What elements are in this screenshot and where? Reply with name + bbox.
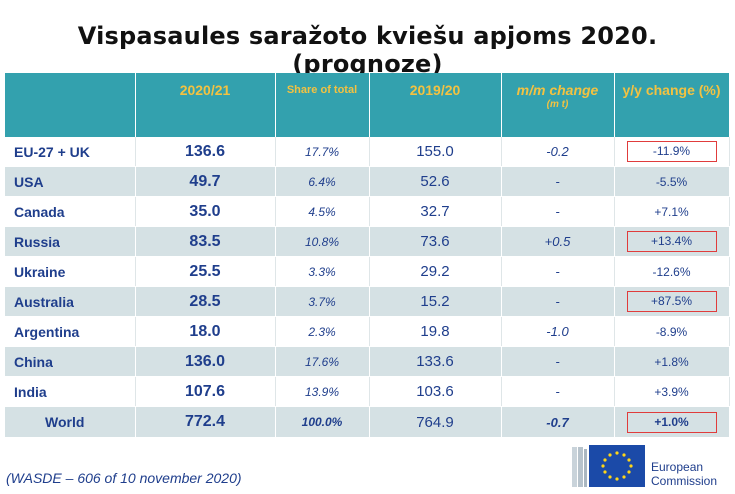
header-mm-change-label: m/m change	[516, 82, 599, 98]
logo-text-line1: European	[651, 460, 704, 474]
header-2020-21: 2020/21	[135, 73, 276, 137]
cell-production-2019-20: 764.9	[369, 406, 502, 438]
cell-yy-change: +7.1%	[614, 196, 730, 227]
header-yy-change: y/y change (%)	[614, 73, 730, 137]
table-row: China 136.0 17.6% 133.6- +1.8%	[5, 346, 730, 377]
logo-text: European Commission	[651, 460, 717, 488]
cell-share-of-total: 3.3%	[275, 256, 370, 287]
cell-production-2019-20: 133.6	[369, 346, 502, 377]
european-commission-logo: European Commission	[571, 443, 735, 489]
page-title: Vispasaules saražoto kviešu apjoms 2020.…	[77, 22, 658, 78]
table-row: Ukraine 25.5 3.3% 29.2- -12.6%	[5, 256, 730, 287]
table-header-row: 2020/21 Share of total 2019/20 m/m chang…	[5, 73, 730, 137]
cell-yy-change: -5.5%	[614, 166, 730, 197]
table-row: India 107.6 13.9% 103.6- +3.9%	[5, 376, 730, 407]
cell-country: EU-27 + UK	[5, 137, 136, 167]
cell-mm-change: -0.7	[501, 406, 615, 438]
yy-value: +1.8%	[654, 354, 689, 369]
header-mm-change: m/m change (m t)	[501, 73, 615, 137]
wheat-production-table: 2020/21 Share of total 2019/20 m/m chang…	[5, 73, 730, 438]
cell-yy-change: +87.5%	[614, 286, 730, 317]
cell-yy-change: -11.9%	[614, 137, 730, 167]
yy-value: -8.9%	[655, 324, 688, 339]
cell-yy-change: +13.4%	[614, 226, 730, 257]
cell-production-2020-21: 49.7	[135, 166, 276, 197]
cell-country: Australia	[5, 286, 136, 317]
cell-mm-change: -1.0	[501, 316, 615, 347]
source-footnote: (WASDE – 606 of 10 november 2020)	[6, 470, 242, 486]
highlighted-yy-value: +87.5%	[626, 291, 717, 312]
yy-value: -12.6%	[652, 264, 691, 279]
table-row: Australia 28.5 3.7% 15.2- +87.5%	[5, 286, 730, 317]
cell-production-2020-21: 18.0	[135, 316, 276, 347]
yy-value: -5.5%	[655, 174, 688, 189]
yy-value: +7.1%	[654, 204, 689, 219]
cell-mm-change: -	[501, 256, 615, 287]
cell-mm-change: -	[501, 346, 615, 377]
cell-yy-change: -12.6%	[614, 256, 730, 287]
header-country	[5, 73, 136, 137]
header-share-of-total: Share of total	[275, 73, 370, 137]
cell-production-2020-21: 772.4	[135, 406, 276, 438]
cell-production-2019-20: 19.8	[369, 316, 502, 347]
cell-yy-change: -8.9%	[614, 316, 730, 347]
cell-production-2019-20: 29.2	[369, 256, 502, 287]
cell-production-2020-21: 136.0	[135, 346, 276, 377]
cell-country: China	[5, 346, 136, 377]
cell-production-2020-21: 28.5	[135, 286, 276, 317]
header-2019-20: 2019/20	[369, 73, 502, 137]
yy-value: +3.9%	[654, 384, 689, 399]
cell-country: World	[5, 406, 136, 438]
cell-production-2019-20: 15.2	[369, 286, 502, 317]
cell-production-2019-20: 155.0	[369, 137, 502, 167]
cell-yy-change: +3.9%	[614, 376, 730, 407]
cell-share-of-total: 6.4%	[275, 166, 370, 197]
logo-text-line2: Commission	[651, 474, 718, 488]
cell-country: USA	[5, 166, 136, 197]
cell-mm-change: -0.2	[501, 137, 615, 167]
cell-share-of-total: 2.3%	[275, 316, 370, 347]
header-mm-change-unit: (m t)	[546, 99, 569, 110]
cell-production-2019-20: 103.6	[369, 376, 502, 407]
highlighted-yy-value: +13.4%	[626, 231, 717, 252]
cell-yy-change: +1.0%	[614, 406, 730, 438]
cell-share-of-total: 10.8%	[275, 226, 370, 257]
table-row: Argentina 18.0 2.3% 19.8 -1.0 -8.9%	[5, 316, 730, 347]
cell-production-2020-21: 107.6	[135, 376, 276, 407]
cell-share-of-total: 4.5%	[275, 196, 370, 227]
cell-mm-change: -	[501, 166, 615, 197]
cell-mm-change: -	[501, 196, 615, 227]
cell-production-2020-21: 136.6	[135, 137, 276, 167]
cell-country: Argentina	[5, 316, 136, 347]
highlighted-yy-value: +1.0%	[626, 411, 717, 433]
cell-yy-change: +1.8%	[614, 346, 730, 377]
cell-mm-change: -	[501, 286, 615, 317]
highlighted-yy-value: -11.9%	[626, 141, 717, 162]
cell-production-2019-20: 73.6	[369, 226, 502, 257]
cell-production-2020-21: 25.5	[135, 256, 276, 287]
table-row: Canada 35.0 4.5% 32.7- +7.1%	[5, 196, 730, 227]
cell-country: India	[5, 376, 136, 407]
cell-production-2019-20: 52.6	[369, 166, 502, 197]
eu-flag-icon	[572, 445, 645, 487]
table-row: EU-27 + UK 136.6 17.7% 155.0 -0.2 -11.9%	[5, 137, 730, 167]
cell-mm-change: +0.5	[501, 226, 615, 257]
table-row: Russia 83.5 10.8% 73.6 +0.5 +13.4%	[5, 226, 730, 257]
table-row: USA 49.7 6.4% 52.6- -5.5%	[5, 166, 730, 197]
cell-share-of-total: 3.7%	[275, 286, 370, 317]
cell-production-2020-21: 83.5	[135, 226, 276, 257]
cell-production-2019-20: 32.7	[369, 196, 502, 227]
table-row: World 772.4 100.0% 764.9 -0.7 +1.0%	[5, 406, 730, 438]
cell-mm-change: -	[501, 376, 615, 407]
cell-share-of-total: 13.9%	[275, 376, 370, 407]
cell-share-of-total: 17.7%	[275, 137, 370, 167]
cell-share-of-total: 17.6%	[275, 346, 370, 377]
cell-country: Canada	[5, 196, 136, 227]
cell-production-2020-21: 35.0	[135, 196, 276, 227]
cell-country: Russia	[5, 226, 136, 257]
cell-country: Ukraine	[5, 256, 136, 287]
cell-share-of-total: 100.0%	[275, 406, 370, 438]
